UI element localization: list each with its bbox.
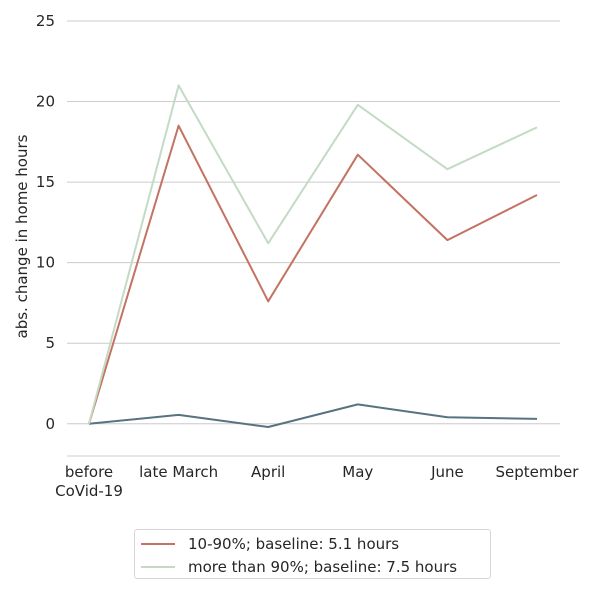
x-tick-label: June	[430, 463, 464, 481]
x-tick-label-line: CoVid-19	[55, 482, 123, 500]
x-tick-label: September	[496, 463, 580, 481]
series-line-2	[88, 84, 538, 425]
legend-item: more than 90%; baseline: 7.5 hours	[141, 557, 457, 577]
y-tick-label: 5	[45, 334, 55, 352]
y-axis-label: abs. change in home hours	[13, 134, 31, 338]
legend-swatch	[141, 566, 175, 568]
x-tick-label: late March	[139, 463, 218, 481]
y-tick-label: 0	[45, 415, 55, 433]
x-tick-label: April	[251, 463, 285, 481]
legend-swatch	[141, 543, 175, 545]
series-line-0	[88, 403, 538, 428]
x-tick-label-line: September	[496, 463, 580, 481]
legend-label: 10-90%; baseline: 5.1 hours	[188, 535, 400, 553]
series-lines	[88, 84, 538, 428]
legend: 10-90%; baseline: 5.1 hours more than 90%…	[134, 529, 491, 579]
x-tick-label-line: before	[65, 463, 113, 481]
x-tick-label: May	[342, 463, 373, 481]
x-tick-labels: before CoVid-19 late March April May June Sept…	[55, 463, 579, 500]
x-tick-label-line: late March	[139, 463, 218, 481]
y-tick-label: 25	[36, 12, 55, 30]
x-tick-label-line: May	[342, 463, 373, 481]
x-tick-label-line: April	[251, 463, 285, 481]
series-line-1	[88, 124, 538, 425]
y-tick-label: 10	[36, 254, 55, 272]
y-tick-labels: 0 5 10 15 20 25	[36, 12, 55, 433]
x-tick-label-line: June	[430, 463, 464, 481]
x-tick-label: before CoVid-19	[55, 463, 123, 500]
gridlines	[67, 20, 560, 425]
y-tick-label: 20	[36, 93, 55, 111]
legend-item: 10-90%; baseline: 5.1 hours	[141, 534, 399, 554]
legend-label: more than 90%; baseline: 7.5 hours	[188, 558, 458, 576]
y-tick-label: 15	[36, 173, 55, 191]
